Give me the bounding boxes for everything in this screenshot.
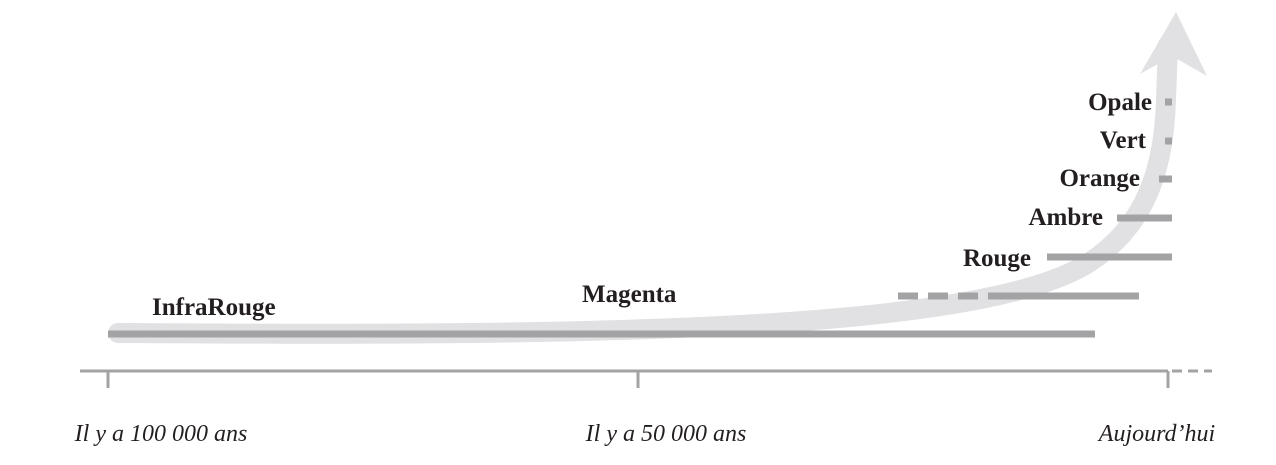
stage-label-magenta: Magenta [582,281,677,308]
axis-label-start: Il y a 100 000 ans [74,421,248,447]
stage-label-rouge: Rouge [963,245,1031,272]
stage-label-orange: Orange [1059,165,1140,192]
stage-label-infrarouge: InfraRouge [152,294,276,321]
time-axis: Il y a 100 000 ans Il y a 50 000 ans Auj… [74,369,1215,447]
growth-arrow-head [1140,12,1207,76]
axis-label-middle: Il y a 50 000 ans [585,421,747,447]
stage-label-opale: Opale [1088,89,1152,116]
stage-bars [108,98,1172,338]
stage-labels: InfraRouge Magenta Rouge Ambre Orange Ve… [152,89,1152,321]
stage-label-vert: Vert [1100,127,1147,154]
stage-label-ambre: Ambre [1028,204,1103,231]
axis-label-end: Aujourd’hui [1097,421,1215,447]
